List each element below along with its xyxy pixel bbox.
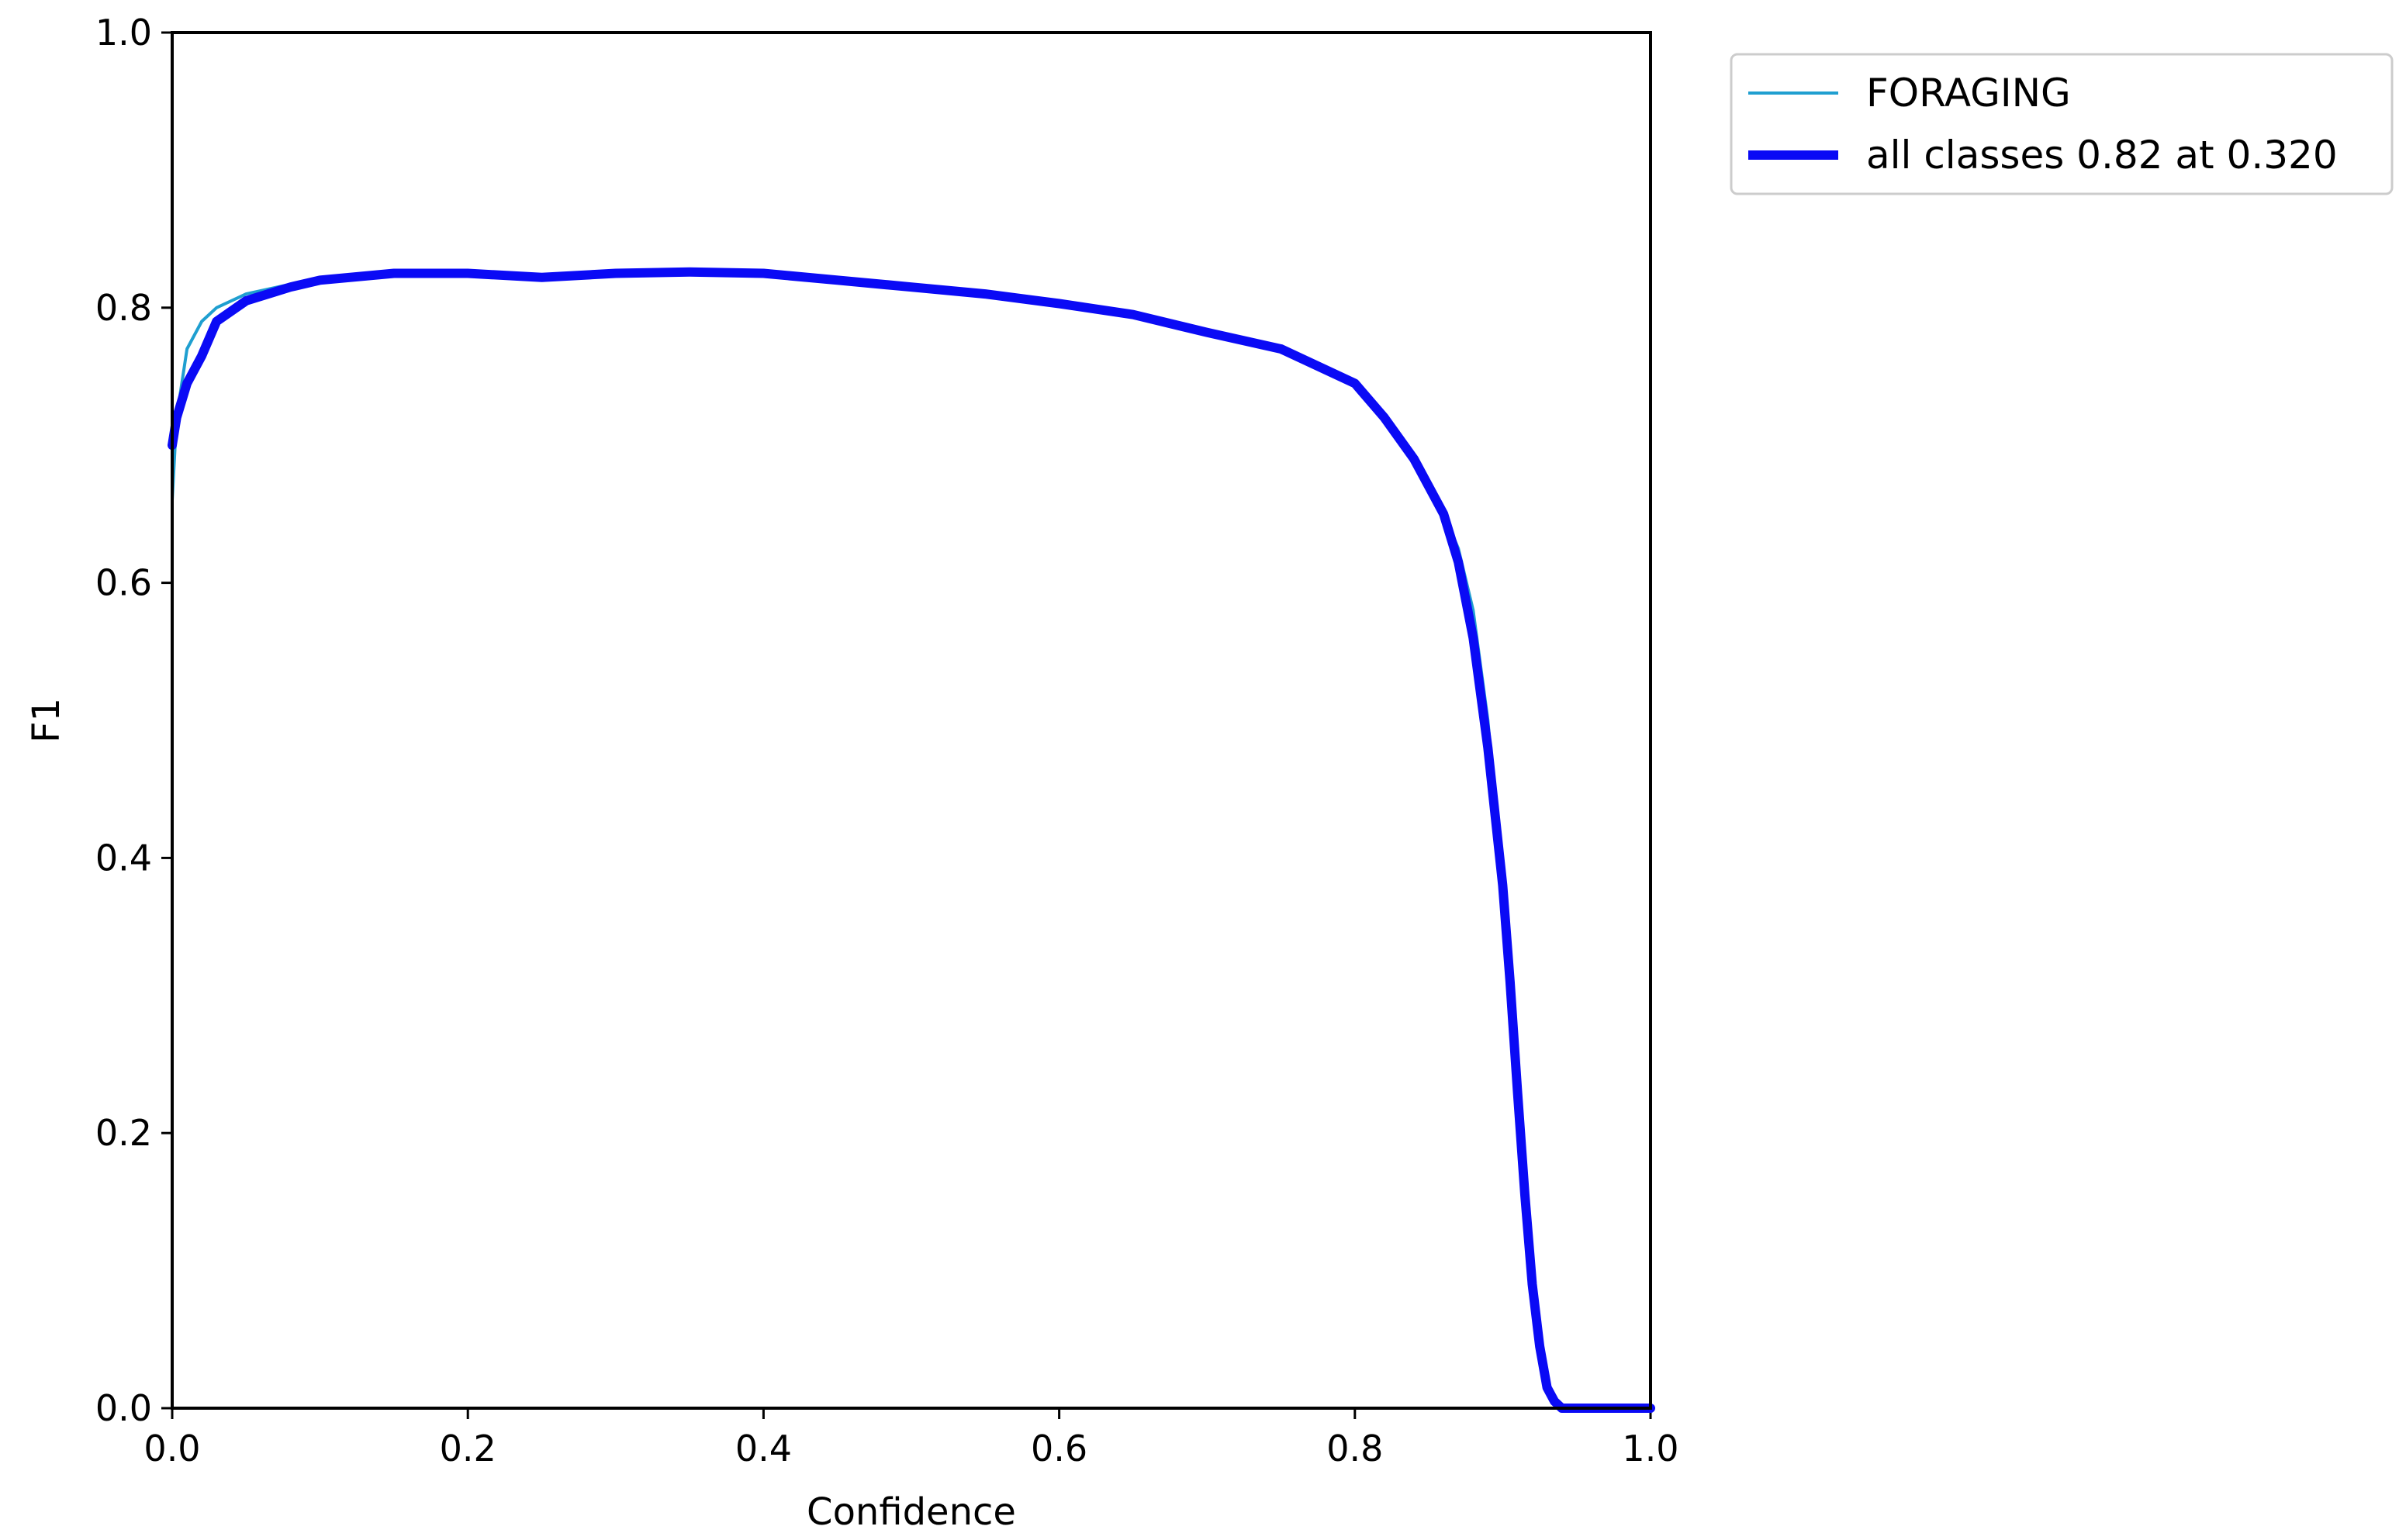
x-axis-ticks: 0.0 0.2 0.4 0.6 0.8 1.0 bbox=[143, 1408, 1679, 1469]
y-axis-label: F1 bbox=[25, 698, 68, 743]
y-tick-label: 0.8 bbox=[95, 287, 152, 329]
legend-box bbox=[1730, 53, 2394, 195]
y-axis-ticks: 0.0 0.2 0.4 0.6 0.8 1.0 bbox=[95, 12, 172, 1429]
x-tick-label: 0.8 bbox=[1326, 1428, 1383, 1469]
x-tick-label: 0.4 bbox=[735, 1428, 792, 1469]
y-tick-label: 0.2 bbox=[95, 1112, 152, 1154]
series-line-foraging bbox=[171, 270, 1652, 1410]
y-tick-label: 1.0 bbox=[95, 12, 152, 54]
x-tick-label: 0.6 bbox=[1031, 1428, 1087, 1469]
series-layer bbox=[168, 267, 1655, 1413]
y-tick-label: 0.6 bbox=[95, 562, 152, 604]
series-line-all-classes bbox=[168, 267, 1655, 1413]
legend: FORAGING all classes 0.82 at 0.320 bbox=[1730, 53, 2394, 195]
x-tick-label: 1.0 bbox=[1622, 1428, 1678, 1469]
y-tick-label: 0.4 bbox=[95, 837, 152, 879]
x-tick-label: 0.0 bbox=[143, 1428, 200, 1469]
x-tick-label: 0.2 bbox=[440, 1428, 496, 1469]
legend-label-foraging: FORAGING bbox=[1866, 71, 2071, 116]
y-tick-label: 0.0 bbox=[95, 1387, 152, 1429]
plot-area-frame bbox=[171, 31, 1652, 1410]
x-axis-label: Confidence bbox=[807, 1490, 1016, 1534]
legend-label-all-classes: all classes 0.82 at 0.320 bbox=[1866, 133, 2338, 178]
